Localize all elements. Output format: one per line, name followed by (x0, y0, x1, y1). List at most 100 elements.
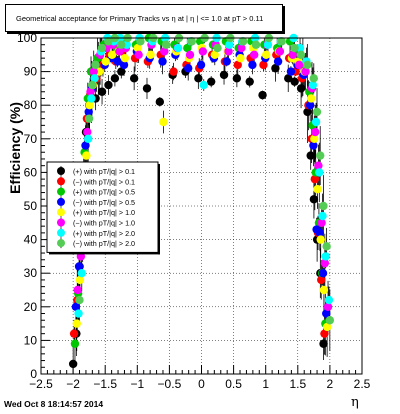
data-point (309, 74, 318, 83)
data-point (263, 40, 273, 49)
data-point (104, 80, 113, 90)
data-point (104, 37, 113, 46)
data-point (313, 185, 322, 194)
data-point (290, 77, 299, 86)
data-point (81, 141, 90, 150)
data-point (113, 57, 122, 66)
data-point (322, 322, 332, 332)
data-point (321, 252, 330, 261)
data-point (322, 309, 331, 318)
data-point (71, 302, 81, 311)
y-tick-label: 90 (24, 65, 38, 79)
legend-label: (+) with pT/|q| > 2.0 (73, 229, 135, 238)
data-point (199, 80, 208, 90)
data-point (236, 53, 245, 63)
x-tick-label: 2 (327, 377, 334, 391)
data-point (184, 64, 193, 73)
data-point (250, 50, 259, 59)
y-tick-label: 40 (24, 233, 38, 247)
legend-marker (57, 208, 65, 217)
data-point (224, 47, 233, 56)
data-point (169, 67, 178, 76)
data-point (77, 269, 86, 278)
legend: (+) with pT/|q| > 0.1(−) with pT/|q| > 0… (46, 161, 160, 255)
data-point (320, 258, 330, 268)
data-point (309, 141, 318, 150)
x-tick-label: −0.5 (158, 377, 182, 391)
data-point (84, 114, 94, 123)
data-point (222, 57, 231, 66)
data-point (87, 94, 96, 103)
data-point (89, 67, 98, 76)
data-point (142, 84, 152, 93)
data-point (310, 134, 319, 143)
data-point (116, 40, 126, 49)
data-point (117, 67, 126, 76)
data-point (322, 242, 331, 251)
data-point (198, 47, 208, 56)
legend-shadow-bottom (49, 252, 160, 255)
data-point (194, 74, 203, 83)
data-point (306, 94, 316, 103)
data-points (68, 33, 335, 369)
data-point (73, 285, 82, 295)
data-point (206, 77, 216, 86)
legend-marker (57, 167, 65, 175)
data-point (159, 117, 168, 127)
data-point (275, 47, 285, 56)
data-point (319, 201, 328, 211)
y-tick-label: 60 (24, 165, 38, 179)
y-tick-label: 10 (24, 333, 38, 347)
data-point (325, 316, 335, 325)
legend-marker (57, 197, 65, 206)
legend-marker (57, 239, 65, 248)
data-point (233, 60, 242, 70)
data-point (119, 60, 129, 70)
legend-marker (57, 187, 65, 196)
data-point (97, 43, 107, 53)
x-axis-label: η (351, 395, 359, 410)
data-point (173, 43, 183, 53)
data-point (303, 60, 312, 70)
data-point (185, 50, 195, 59)
data-point (324, 295, 334, 305)
data-point (72, 319, 81, 328)
data-point (290, 43, 299, 53)
legend-marker (57, 218, 65, 227)
legend-marker (57, 177, 65, 186)
data-point (315, 228, 325, 238)
data-point (294, 60, 304, 70)
data-point (86, 87, 95, 96)
data-point (237, 43, 246, 53)
data-point (308, 80, 318, 90)
data-point (161, 40, 171, 49)
timestamp: Wed Oct 8 18:14:57 2014 (4, 399, 104, 409)
y-tick-label: 0 (30, 367, 37, 381)
data-point (75, 295, 84, 305)
data-point (74, 262, 84, 271)
data-point (261, 50, 271, 59)
data-point (68, 359, 78, 369)
data-point (311, 117, 321, 127)
data-point (183, 43, 192, 53)
chart-title: Geometrical acceptance for Primary Track… (5, 4, 283, 32)
data-point (248, 60, 257, 70)
data-point (317, 275, 326, 285)
data-point (310, 174, 320, 184)
data-point (318, 269, 328, 278)
data-point (271, 64, 280, 73)
data-point (284, 74, 293, 83)
axis-ticks (40, 37, 363, 375)
data-point (251, 40, 261, 49)
data-point (70, 339, 80, 348)
data-point (120, 53, 130, 63)
data-point (232, 74, 242, 83)
data-point (316, 235, 325, 244)
data-point (259, 60, 268, 70)
y-tick-label: 20 (24, 300, 38, 314)
y-tick-label: 80 (24, 98, 38, 112)
data-point (85, 101, 94, 110)
data-point (69, 329, 79, 338)
legend-box (46, 161, 159, 253)
x-tick-label: 0.5 (225, 377, 242, 391)
